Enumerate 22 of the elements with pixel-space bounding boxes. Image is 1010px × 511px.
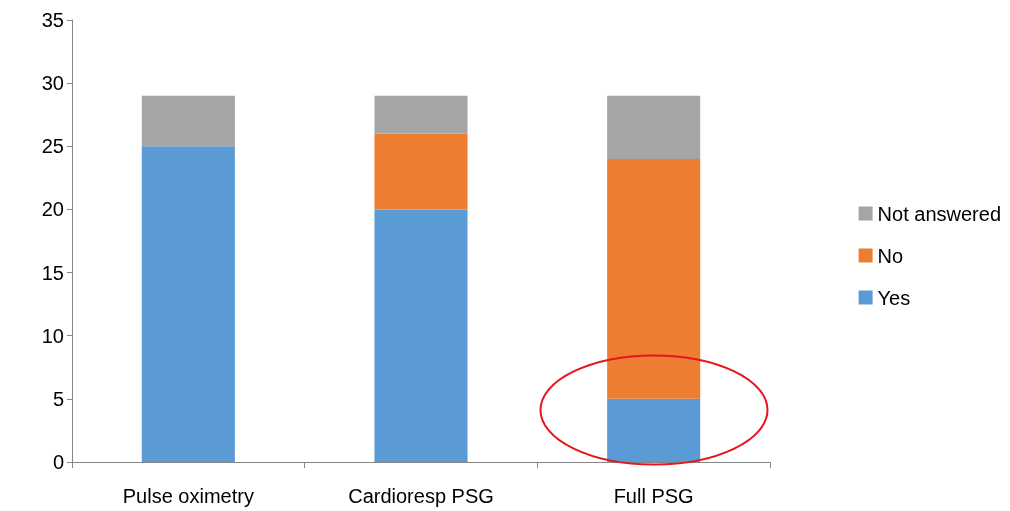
y-tick-label: 15 bbox=[41, 261, 64, 284]
y-tick-label: 30 bbox=[41, 72, 64, 95]
bar bbox=[374, 95, 468, 134]
x-tick-label: Full PSG bbox=[613, 485, 694, 507]
bar bbox=[607, 158, 701, 399]
bar bbox=[374, 133, 468, 210]
legend-label: Not answered bbox=[877, 202, 1002, 225]
y-tick-label: 0 bbox=[52, 451, 64, 473]
legend-label: No bbox=[877, 244, 904, 267]
y-tick-label: 5 bbox=[52, 387, 64, 410]
bar bbox=[607, 398, 701, 462]
y-tick-label: 20 bbox=[41, 198, 64, 221]
legend-label: Yes bbox=[877, 286, 911, 309]
bar bbox=[374, 209, 468, 462]
y-tick-label: 35 bbox=[41, 9, 64, 31]
bar bbox=[141, 146, 235, 462]
bar bbox=[607, 95, 701, 159]
x-tick-label: Pulse oximetry bbox=[122, 485, 254, 507]
y-tick-label: 25 bbox=[41, 135, 64, 158]
x-tick-label: Cardioresp PSG bbox=[348, 485, 494, 507]
y-tick-label: 10 bbox=[41, 324, 64, 347]
bar bbox=[141, 95, 235, 147]
